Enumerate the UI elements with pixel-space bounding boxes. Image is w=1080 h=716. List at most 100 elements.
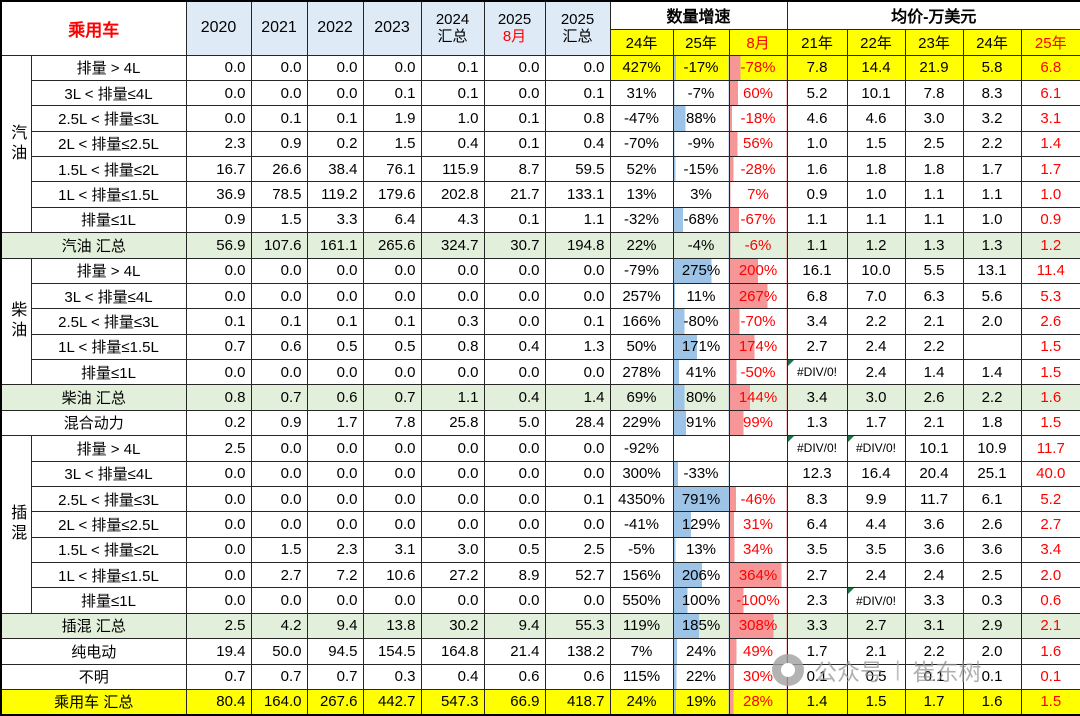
- volume-cell: 1.1: [420, 384, 485, 411]
- growth-cell: 31%: [728, 511, 788, 538]
- row-label: 2.5L < 排量≤3L: [30, 105, 187, 132]
- col-header-line: 2025: [497, 11, 532, 29]
- volume-cell: 0.9: [185, 206, 252, 234]
- price-cell: 11.7: [904, 485, 964, 513]
- col-header-line: 汇总: [437, 28, 468, 46]
- volume-cell: 56.9: [185, 232, 252, 259]
- row-label: 3L < 排量≤4L: [30, 282, 187, 310]
- volume-cell: 0.0: [483, 511, 546, 538]
- col-header-growth-24: 24年: [609, 28, 674, 56]
- volume-cell: 0.0: [483, 79, 546, 107]
- row-label: 1L < 排量≤1.5L: [30, 561, 187, 589]
- growth-cell: 56%: [728, 130, 788, 158]
- table-row: 1L < 排量≤1.5L 36.9 78.5 119.2 179.6 202.8 21.7 1…: [1, 181, 1080, 208]
- price-cell: 6.1: [1020, 79, 1080, 107]
- growth-cell: 144%: [728, 384, 788, 411]
- volume-cell: 0.0: [544, 511, 611, 538]
- price-cell: 3.5: [786, 536, 848, 564]
- price-cell: 1.5: [1020, 688, 1080, 716]
- price-cell: 2.7: [786, 333, 848, 361]
- volume-cell: 50.0: [250, 638, 308, 665]
- price-cell: 2.2: [904, 638, 964, 665]
- price-cell: 1.7: [846, 409, 906, 437]
- price-cell: 3.5: [846, 536, 906, 564]
- volume-cell: 161.1: [306, 232, 364, 259]
- volume-cell: 0.7: [306, 663, 364, 690]
- price-cell: 2.1: [904, 308, 964, 335]
- volume-cell: 0.1: [306, 308, 364, 335]
- price-cell: #DIV/0!: [786, 358, 848, 386]
- row-label: 2L < 排量≤2.5L: [30, 511, 187, 538]
- volume-cell: 0.0: [250, 358, 308, 386]
- fuel-group-label: 插混: [0, 435, 32, 614]
- growth-cell: 28%: [728, 688, 788, 716]
- price-cell: 1.3: [786, 409, 848, 437]
- volume-cell: 19.4: [185, 638, 252, 665]
- price-cell: 1.1: [786, 206, 848, 234]
- volume-cell: 0.1: [544, 308, 611, 335]
- price-cell: 7.8: [904, 79, 964, 107]
- col-header-price-24: 24年: [962, 28, 1022, 56]
- price-cell: 3.6: [962, 536, 1022, 564]
- growth-cell: 22%: [609, 232, 674, 259]
- price-cell: 9.9: [846, 485, 906, 513]
- volume-cell: 80.4: [185, 688, 252, 716]
- row-label: 不明: [0, 663, 187, 690]
- volume-cell: 0.0: [362, 460, 422, 487]
- fuel-group-label: 柴油: [0, 257, 32, 386]
- table-row: 排量≤1L 0.0 0.0 0.0 0.0 0.0 0.0 0.0 278% 41% -50% #DI…: [1, 358, 1080, 386]
- volume-cell: 21.4: [483, 638, 546, 665]
- growth-cell: -67%: [728, 206, 788, 234]
- volume-cell: 0.9: [250, 409, 308, 437]
- volume-cell: 0.2: [306, 130, 364, 158]
- growth-cell: 229%: [609, 409, 674, 437]
- table-row: 乘用车 汇总 80.4 164.0 267.6 442.7 547.3 66.9 418.7 2…: [0, 688, 1080, 716]
- growth-cell: -79%: [609, 257, 674, 284]
- growth-cell: -80%: [672, 308, 730, 335]
- price-cell: 5.8: [962, 54, 1022, 81]
- price-cell: 0.1: [962, 663, 1022, 690]
- price-cell: 4.6: [846, 105, 906, 132]
- price-cell: 1.8: [846, 155, 906, 183]
- volume-cell: 9.4: [483, 612, 546, 640]
- volume-cell: 10.6: [362, 561, 422, 589]
- volume-cell: 0.0: [544, 435, 611, 462]
- growth-cell: 22%: [672, 663, 730, 690]
- row-label: 1.5L < 排量≤2L: [30, 155, 187, 183]
- row-label: 3L < 排量≤4L: [30, 79, 187, 107]
- volume-cell: 0.0: [306, 485, 364, 513]
- price-cell: 3.3: [786, 612, 848, 640]
- volume-cell: 0.0: [483, 435, 546, 462]
- volume-cell: 0.0: [420, 358, 485, 386]
- volume-cell: 55.3: [544, 612, 611, 640]
- col-group-price-title: 均价-万美元: [786, 0, 1080, 30]
- row-label: 2.5L < 排量≤3L: [30, 485, 187, 513]
- price-cell: 6.8: [786, 282, 848, 310]
- volume-cell: 194.8: [544, 232, 611, 259]
- volume-cell: 0.4: [420, 130, 485, 158]
- growth-cell: 171%: [672, 333, 730, 361]
- volume-cell: 13.8: [362, 612, 422, 640]
- growth-cell: -4%: [672, 232, 730, 259]
- table-row: 排量≤1L 0.0 0.0 0.0 0.0 0.0 0.0 0.0 550% 100% -100% 2…: [1, 587, 1080, 614]
- volume-cell: 0.1: [420, 79, 485, 107]
- volume-cell: 0.0: [306, 282, 364, 310]
- row-label: 2.5L < 排量≤3L: [30, 308, 187, 335]
- growth-cell: 300%: [609, 460, 674, 487]
- row-label: 1L < 排量≤1.5L: [30, 181, 187, 208]
- growth-cell: -47%: [609, 105, 674, 132]
- price-cell: 3.4: [786, 308, 848, 335]
- volume-cell: 107.6: [250, 232, 308, 259]
- volume-cell: 0.9: [250, 130, 308, 158]
- price-cell: 1.7: [1020, 155, 1080, 183]
- col-header-line: 2025: [560, 11, 595, 29]
- growth-cell: 174%: [728, 333, 788, 361]
- price-cell: 2.7: [1020, 511, 1080, 538]
- table-body: 汽油 排量 > 4L 0.0 0.0 0.0 0.0 0.1 0.0 0.0 427% -17% -7…: [0, 54, 1080, 716]
- col-header-price-22: 22年: [846, 28, 906, 56]
- price-cell: 1.5: [1020, 333, 1080, 361]
- growth-cell: 427%: [609, 54, 674, 81]
- volume-cell: 25.8: [420, 409, 485, 437]
- price-cell: 2.6: [1020, 308, 1080, 335]
- volume-cell: 76.1: [362, 155, 422, 183]
